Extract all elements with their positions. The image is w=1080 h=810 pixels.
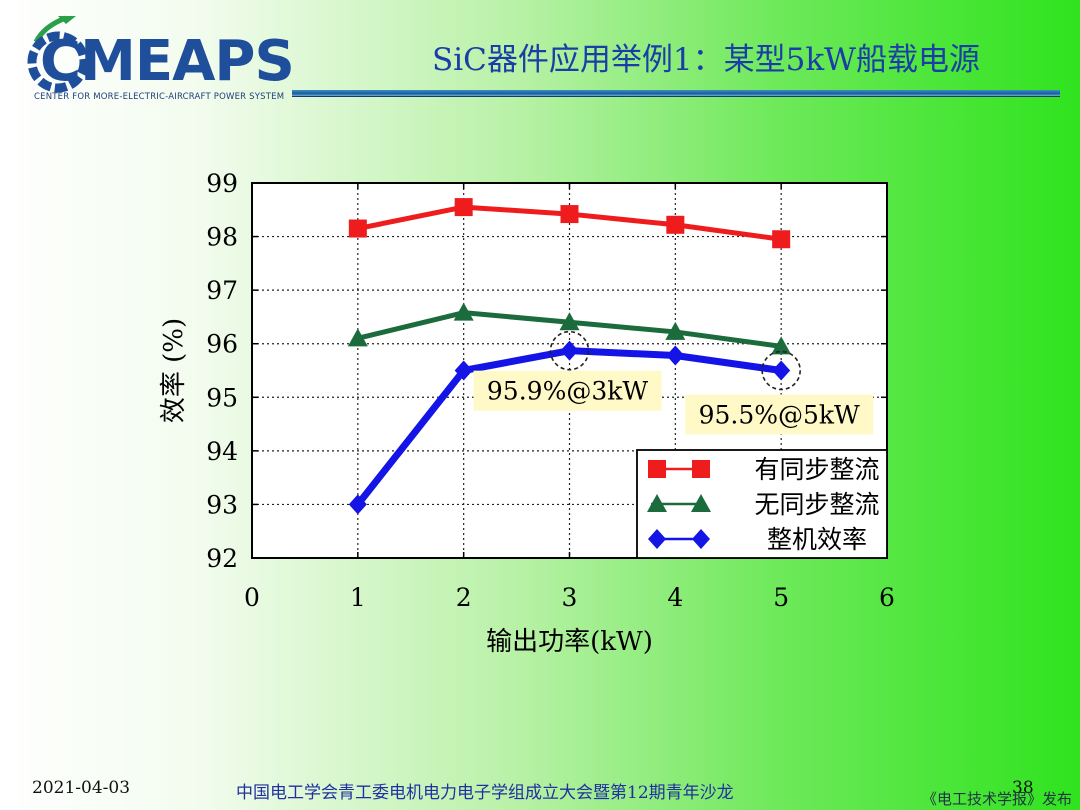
y-tick-label: 99 [206, 169, 238, 198]
logo-swoosh-icon [27, 15, 89, 93]
series-2-point [559, 312, 580, 331]
annotation-circle [761, 350, 801, 391]
legend-marker [692, 460, 710, 478]
x-tick-label: 2 [456, 583, 472, 612]
series-1-point [348, 219, 367, 238]
x-tick-label: 3 [562, 583, 578, 612]
annotation-box [473, 370, 662, 411]
y-tick-label: 93 [206, 490, 238, 519]
y-tick-label: 96 [206, 330, 238, 359]
annotation-label: 95.9%@3kW [487, 377, 648, 406]
annotation-circle [549, 330, 590, 371]
series-3-point [666, 345, 685, 366]
y-tick-label: 94 [206, 437, 238, 466]
series-1-point [666, 215, 685, 234]
title-divider [292, 90, 1060, 97]
page-number: 38 [1012, 778, 1034, 798]
y-tick-label: 95 [206, 383, 238, 412]
series-3-point [348, 494, 367, 515]
y-tick-label: 98 [206, 223, 238, 252]
x-tick-label: 4 [667, 583, 683, 612]
y-axis-label: 效率 (%) [159, 318, 189, 423]
series-3-point [560, 340, 579, 361]
legend-marker [648, 529, 666, 549]
series-2-point [771, 336, 792, 355]
legend-label: 整机效率 [767, 525, 867, 554]
y-tick-label: 97 [206, 276, 238, 305]
logo-subtitle: CENTER FOR MORE-ELECTRIC-AIRCRAFT POWER … [34, 92, 285, 102]
watermark: 《电工技术学报》发布 [921, 790, 1072, 808]
series-1-point [560, 205, 579, 224]
legend-marker [691, 494, 711, 512]
series-2-point [665, 321, 686, 340]
x-tick-label: 5 [773, 583, 789, 612]
series-1-point [454, 198, 473, 217]
footer-event: 中国电工学会青工委电机电力电子学组成立大会暨第12期青年沙龙 [236, 783, 734, 803]
x-tick-label: 1 [350, 583, 366, 612]
series-3-point [772, 360, 791, 381]
x-axis-label: 输出功率(kW) [486, 627, 653, 657]
plot-frame [251, 182, 888, 559]
footer-date: 2021-04-03 [32, 778, 131, 798]
legend-label: 无同步整流 [754, 490, 879, 519]
series-3-point [454, 360, 473, 381]
legend-marker [648, 460, 666, 478]
x-tick-label: 0 [244, 583, 260, 612]
efficiency-chart: 0 1 2 3 4 5 6 92 93 94 95 96 97 98 99 输出功率(kW) 效率 (%) 95.… [159, 169, 895, 657]
x-tick-label: 6 [879, 583, 895, 612]
slide-title: SiC器件应用举例1：某型5kW船载电源 [432, 42, 980, 78]
legend-marker [692, 529, 710, 549]
logo-text: CMEAPS [40, 29, 295, 94]
series-2-point [347, 328, 368, 347]
annotation-box [685, 394, 874, 435]
legend-label: 有同步整流 [754, 455, 879, 484]
y-tick-label: 92 [206, 544, 238, 573]
legend-marker [647, 494, 667, 512]
annotation-label: 95.5%@5kW [699, 401, 860, 430]
series-1-point [772, 230, 791, 249]
cmeaps-logo: CMEAPS CENTER FOR MORE-ELECTRIC-AIRCRAFT… [14, 12, 295, 104]
series-2-point [453, 302, 474, 321]
